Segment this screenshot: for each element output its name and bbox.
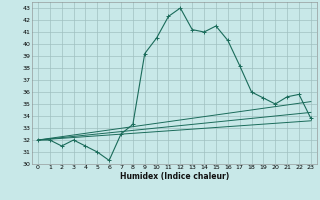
X-axis label: Humidex (Indice chaleur): Humidex (Indice chaleur) [120, 172, 229, 181]
